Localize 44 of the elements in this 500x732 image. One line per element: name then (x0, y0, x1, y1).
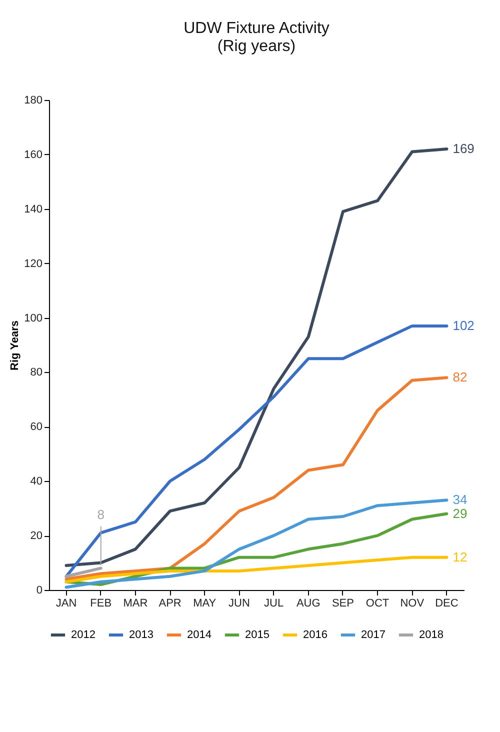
legend-label: 2015 (245, 629, 270, 641)
annotation: 82 (452, 370, 468, 385)
annotation: 169 (452, 141, 474, 156)
text: UDW Fixture Activity (184, 20, 330, 37)
y-tick-label: 20 (30, 530, 42, 542)
y-tick-label: 180 (24, 94, 42, 106)
line-series (64, 556, 448, 584)
line-series (64, 498, 448, 589)
y-tick-label: 160 (24, 148, 42, 161)
x-tick-label: MAR (123, 598, 148, 610)
y-tick-label: 100 (24, 312, 42, 324)
x-tick-label: JAN (56, 598, 77, 610)
y-tick-label: 0 (36, 584, 42, 596)
line-series (64, 376, 448, 581)
legend-label: 2018 (419, 629, 444, 641)
y-axis-title: Rig Years (9, 320, 22, 370)
legend-label: 2013 (129, 629, 154, 641)
x-tick-label: MAY (193, 598, 217, 610)
line-series (64, 324, 448, 578)
x-tick-label: JUL (264, 598, 284, 610)
legend-label: 2014 (187, 629, 212, 641)
x-tick-label: JUN (228, 598, 250, 610)
y-tick-label: 120 (24, 258, 42, 270)
annotation: 34 (452, 492, 468, 508)
annotation: 29 (452, 506, 468, 521)
y-tick-label: 60 (30, 421, 42, 434)
x-tick-label: SEP (332, 598, 354, 610)
legend-label: 2012 (71, 629, 96, 641)
annotation: 102 (452, 318, 474, 333)
legend-label: 2016 (303, 629, 328, 641)
annotation: 8 (97, 507, 104, 522)
text: (Rig years) (217, 38, 296, 55)
x-tick-label: AUG (296, 598, 320, 610)
line-series (64, 148, 448, 567)
x-tick-label: NOV (400, 598, 425, 610)
y-tick-label: 140 (24, 203, 42, 216)
x-tick-label: FEB (90, 598, 112, 610)
y-tick-label: 80 (30, 366, 42, 379)
legend-label: 2017 (361, 629, 386, 641)
y-tick-label: 40 (30, 476, 42, 488)
x-tick-label: APR (158, 598, 182, 610)
annotation: 12 (452, 549, 468, 564)
x-tick-label: DEC (435, 598, 458, 610)
x-tick-label: OCT (366, 598, 390, 610)
